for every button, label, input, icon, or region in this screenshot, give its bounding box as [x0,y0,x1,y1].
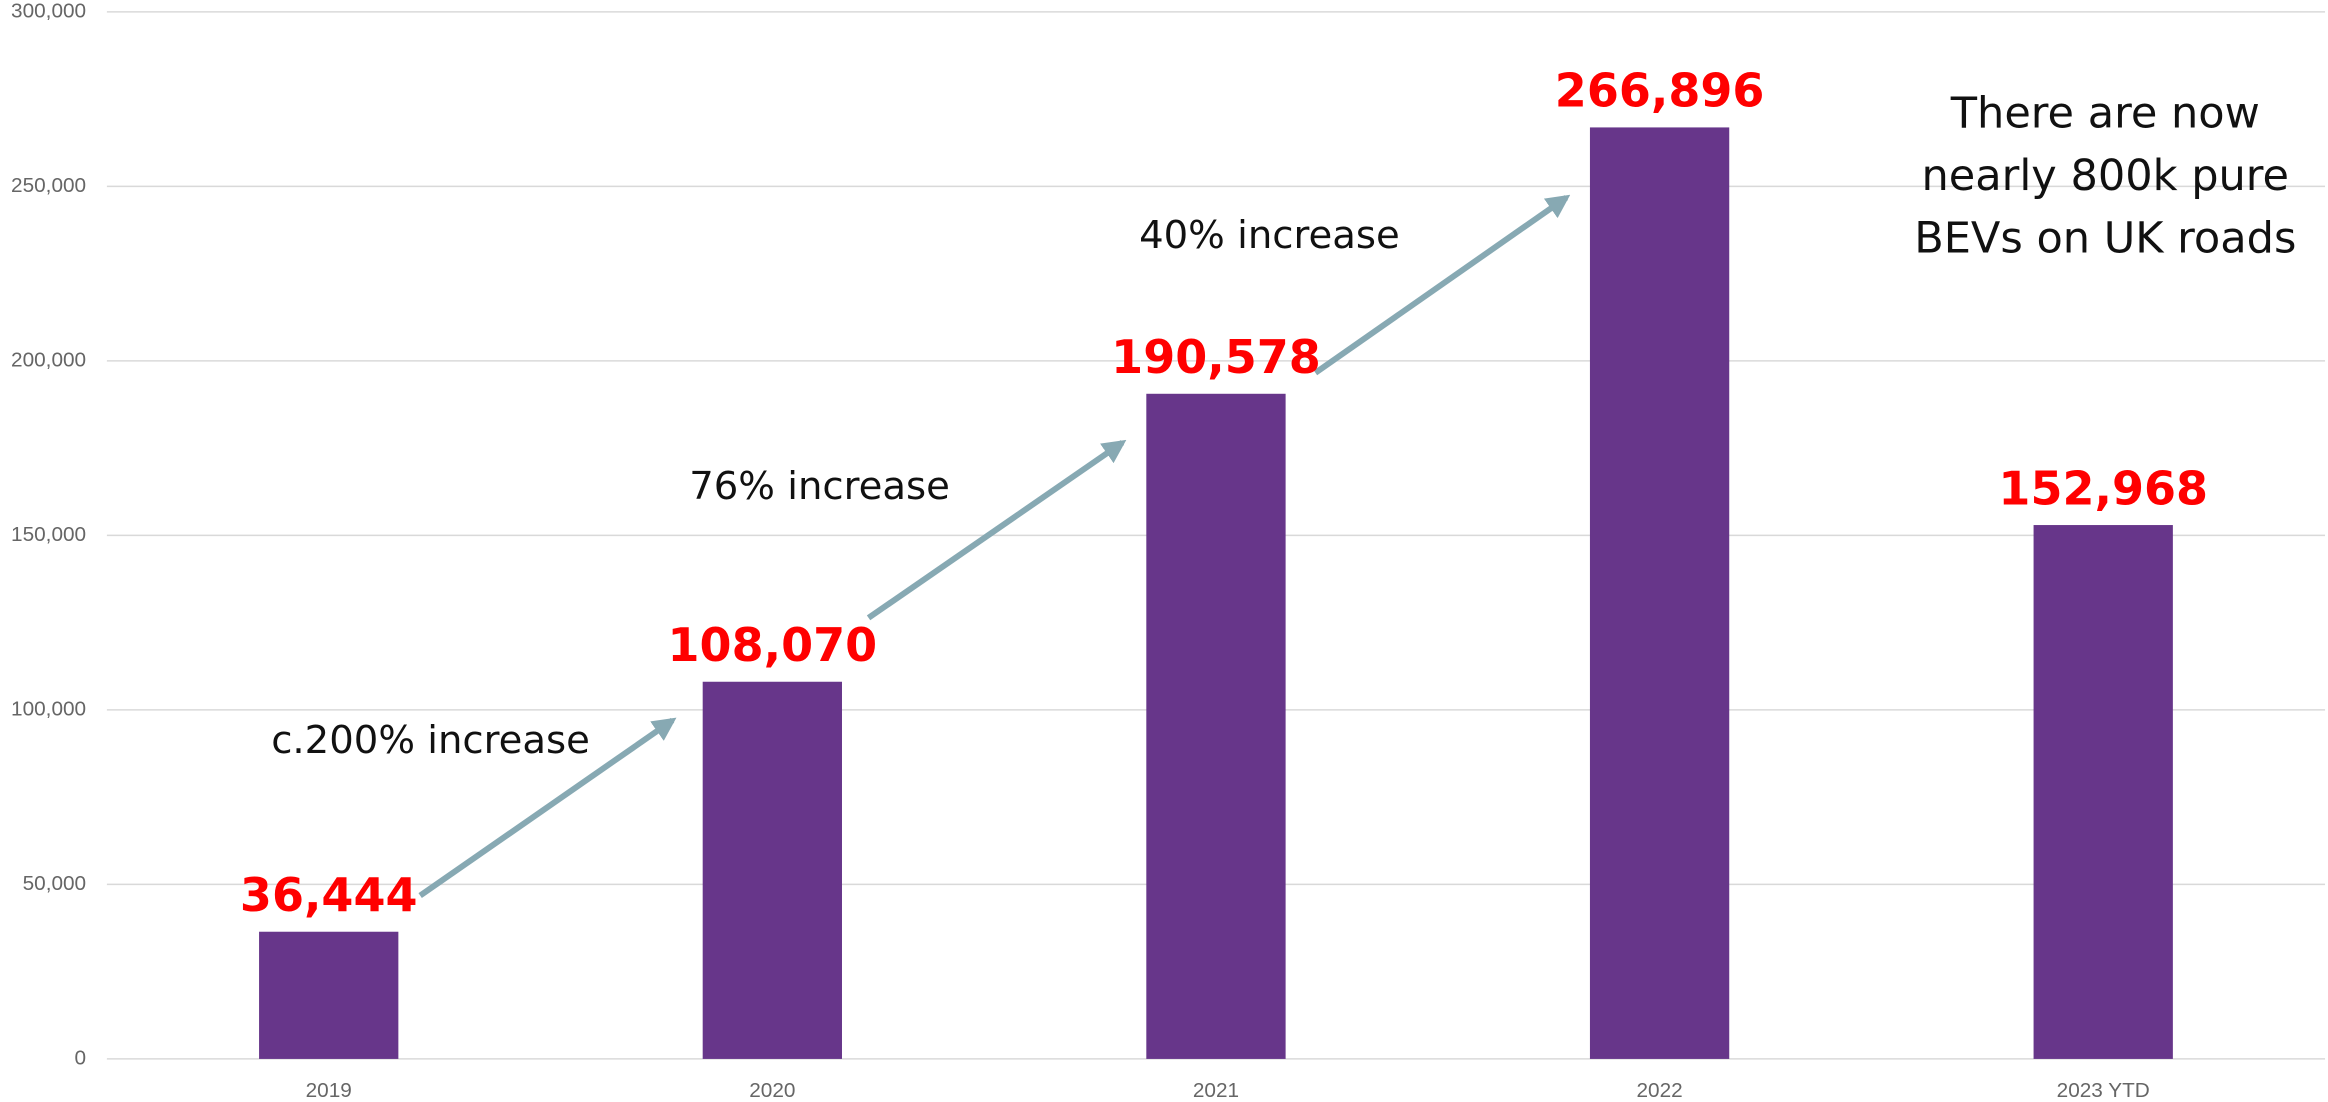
bar [1146,393,1286,1059]
note: There are now [1950,89,2260,139]
x-tick-label: 2019 [306,1079,352,1102]
arrow [866,439,1127,621]
value-label: 36,444 [240,868,418,922]
x-tick-label: 2022 [1636,1079,1682,1102]
x-tick-label: 2020 [749,1079,795,1102]
value-label: 190,578 [1111,330,1321,384]
y-tick-label: 250,000 [11,174,86,197]
value-label: 266,896 [1555,64,1765,118]
y-tick-label: 200,000 [11,348,86,371]
x-tick-label: 2023 YTD [2057,1079,2150,1102]
bar [1589,127,1730,1059]
note: nearly 800k pure [1922,151,2290,201]
bar [2033,525,2173,1059]
y-tick-label: 0 [75,1046,87,1069]
y-tick-label: 150,000 [11,523,86,546]
annotation: 40% increase [1139,213,1400,258]
y-tick-label: 300,000 [11,0,86,22]
value-label: 152,968 [1998,461,2208,515]
value-label: 108,070 [668,618,878,672]
annotation: c.200% increase [271,718,590,763]
arrow [1313,194,1571,376]
y-tick-label: 50,000 [23,872,87,895]
bar [702,681,842,1059]
note: BEVs on UK roads [1914,213,2296,263]
annotation: 76% increase [689,464,950,509]
arrow [418,717,677,899]
bar [259,931,399,1059]
x-tick-label: 2021 [1193,1079,1239,1102]
y-tick-label: 100,000 [11,697,86,720]
